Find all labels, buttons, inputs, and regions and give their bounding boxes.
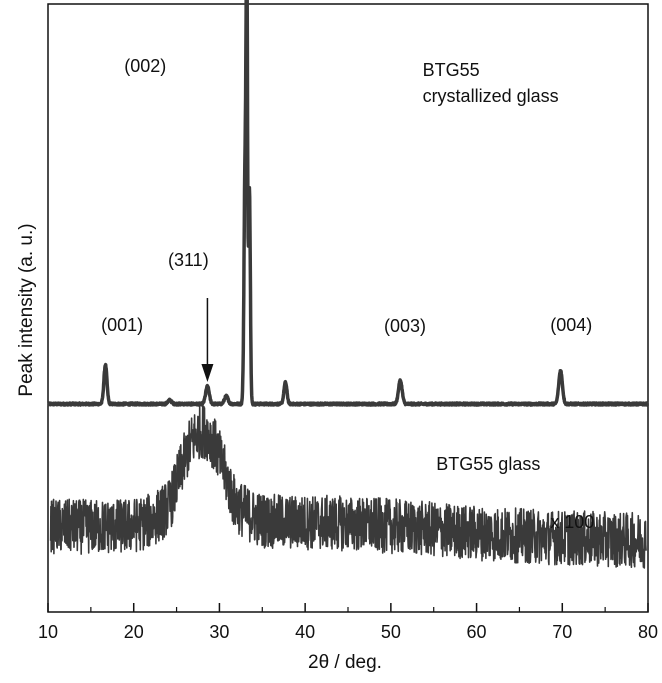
x-tick-label: 70 xyxy=(552,622,572,642)
x-tick-label: 10 xyxy=(38,622,58,642)
x-tick-label: 40 xyxy=(295,622,315,642)
x-tick-label: 20 xyxy=(124,622,144,642)
x-tick-label: 50 xyxy=(381,622,401,642)
annotation-label: (003) xyxy=(384,316,426,336)
annotation-label: (004) xyxy=(550,315,592,335)
x-tick-label: 60 xyxy=(467,622,487,642)
annotation-label: BTG55 xyxy=(423,60,480,80)
x-tick-label: 80 xyxy=(638,622,658,642)
annotation-label: (002) xyxy=(124,56,166,76)
x-tick-label: 30 xyxy=(209,622,229,642)
annotation-label: (001) xyxy=(101,315,143,335)
series-glass xyxy=(49,404,647,569)
annotation-label: (311) xyxy=(168,250,209,270)
series-line-glass xyxy=(49,404,647,569)
y-axis-label: Peak intensity (a. u.) xyxy=(16,223,37,396)
x-axis-ticks: 10 20 30 40 50 60 70 80 xyxy=(38,603,658,642)
annotation-label: crystallized glass xyxy=(423,86,559,106)
series-crystallized-glass xyxy=(47,0,650,407)
annotations: (002) BTG55 crystallized glass (311) (001) (0… xyxy=(101,56,594,532)
annotation-label: BTG55 glass xyxy=(436,454,540,474)
series-line-crystallized xyxy=(47,0,650,407)
x-axis-label: 2θ / deg. xyxy=(308,652,382,673)
arrow-head xyxy=(201,364,214,382)
annotation-label: x 100 xyxy=(550,512,594,532)
